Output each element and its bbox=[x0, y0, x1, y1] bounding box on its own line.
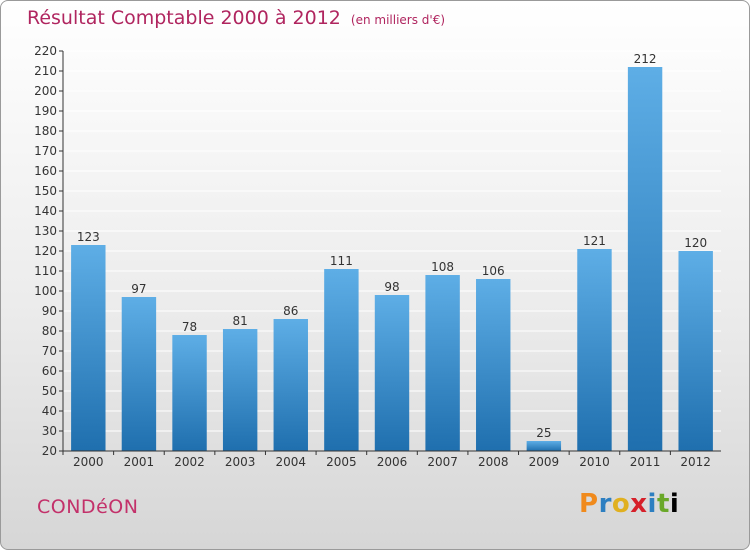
y-tick-label: 160 bbox=[34, 164, 57, 178]
y-tick-label: 200 bbox=[34, 84, 57, 98]
bars bbox=[71, 67, 713, 451]
data-label: 111 bbox=[330, 254, 353, 268]
logo-letter: o bbox=[611, 489, 631, 519]
y-tick-label: 20 bbox=[42, 444, 57, 458]
y-tick-label: 60 bbox=[42, 364, 57, 378]
proxiti-logo[interactable]: Proxiti bbox=[579, 489, 679, 519]
data-label: 120 bbox=[684, 236, 707, 250]
x-tick-label: 2012 bbox=[680, 455, 711, 469]
bar bbox=[476, 279, 511, 451]
y-tick-label: 70 bbox=[42, 344, 57, 358]
x-tick-label: 2011 bbox=[630, 455, 661, 469]
data-label: 123 bbox=[77, 230, 100, 244]
data-label: 86 bbox=[283, 304, 298, 318]
bar bbox=[526, 441, 562, 451]
bar bbox=[324, 269, 359, 451]
y-tick-label: 210 bbox=[34, 64, 57, 78]
x-tick-label: 2005 bbox=[326, 455, 357, 469]
bar bbox=[121, 297, 157, 451]
y-tick-label: 130 bbox=[34, 224, 57, 238]
town-name: CONDéON bbox=[37, 496, 139, 518]
bar bbox=[374, 295, 410, 451]
bar bbox=[425, 275, 460, 451]
y-tick-label: 150 bbox=[34, 184, 57, 198]
logo-letter: x bbox=[630, 489, 648, 519]
y-tick-label: 120 bbox=[34, 244, 57, 258]
y-tick-label: 180 bbox=[34, 124, 57, 138]
logo-letter: i bbox=[647, 489, 657, 519]
x-tick-label: 2007 bbox=[427, 455, 458, 469]
bar bbox=[172, 335, 207, 451]
bar bbox=[627, 67, 663, 451]
data-label: 78 bbox=[182, 320, 197, 334]
x-tick-label: 2002 bbox=[174, 455, 205, 469]
x-tick-label: 2008 bbox=[478, 455, 509, 469]
y-tick-label: 140 bbox=[34, 204, 57, 218]
chart-title: Résultat Comptable 2000 à 2012 (en millie… bbox=[27, 7, 445, 29]
y-tick-label: 190 bbox=[34, 104, 57, 118]
data-label: 81 bbox=[233, 314, 248, 328]
data-labels: 123 97 78 81 86 111 98 108 106 25 121 212 120 bbox=[77, 52, 707, 440]
y-tick-label: 170 bbox=[34, 144, 57, 158]
data-label: 97 bbox=[131, 282, 146, 296]
y-tick-label: 220 bbox=[34, 44, 57, 58]
logo-letter: r bbox=[598, 489, 612, 519]
y-tick-label: 50 bbox=[42, 384, 57, 398]
y-tick-label: 90 bbox=[42, 304, 57, 318]
x-tick-label: 2001 bbox=[124, 455, 155, 469]
data-label: 108 bbox=[431, 260, 454, 274]
y-tick-label: 40 bbox=[42, 404, 57, 418]
x-tick-label: 2009 bbox=[529, 455, 560, 469]
x-tick-label: 2010 bbox=[579, 455, 610, 469]
bar bbox=[222, 329, 258, 451]
data-label: 212 bbox=[634, 52, 657, 66]
data-label: 106 bbox=[482, 264, 505, 278]
y-tick-label: 30 bbox=[42, 424, 57, 438]
axes: 20 30 40 50 60 70 80 90 100 110 120 130 140 150 160 170… bbox=[34, 44, 721, 469]
y-tick-label: 110 bbox=[34, 264, 57, 278]
bar bbox=[577, 249, 612, 451]
y-tick-label: 100 bbox=[34, 284, 57, 298]
data-label: 25 bbox=[536, 426, 551, 440]
data-label: 98 bbox=[384, 280, 399, 294]
bar bbox=[71, 245, 106, 451]
logo-letter: P bbox=[579, 489, 599, 519]
x-tick-label: 2004 bbox=[275, 455, 306, 469]
chart-title-text: Résultat Comptable 2000 à 2012 bbox=[27, 7, 341, 29]
bar bbox=[678, 251, 713, 451]
bar bbox=[273, 319, 308, 451]
x-tick-label: 2006 bbox=[377, 455, 408, 469]
y-tick-label: 80 bbox=[42, 324, 57, 338]
chart-subtitle: (en milliers d'€) bbox=[350, 13, 446, 27]
data-label: 121 bbox=[583, 234, 606, 248]
x-tick-label: 2000 bbox=[73, 455, 104, 469]
x-tick-label: 2003 bbox=[225, 455, 256, 469]
logo-letter: i bbox=[669, 489, 680, 519]
logo-letter: t bbox=[656, 489, 670, 519]
